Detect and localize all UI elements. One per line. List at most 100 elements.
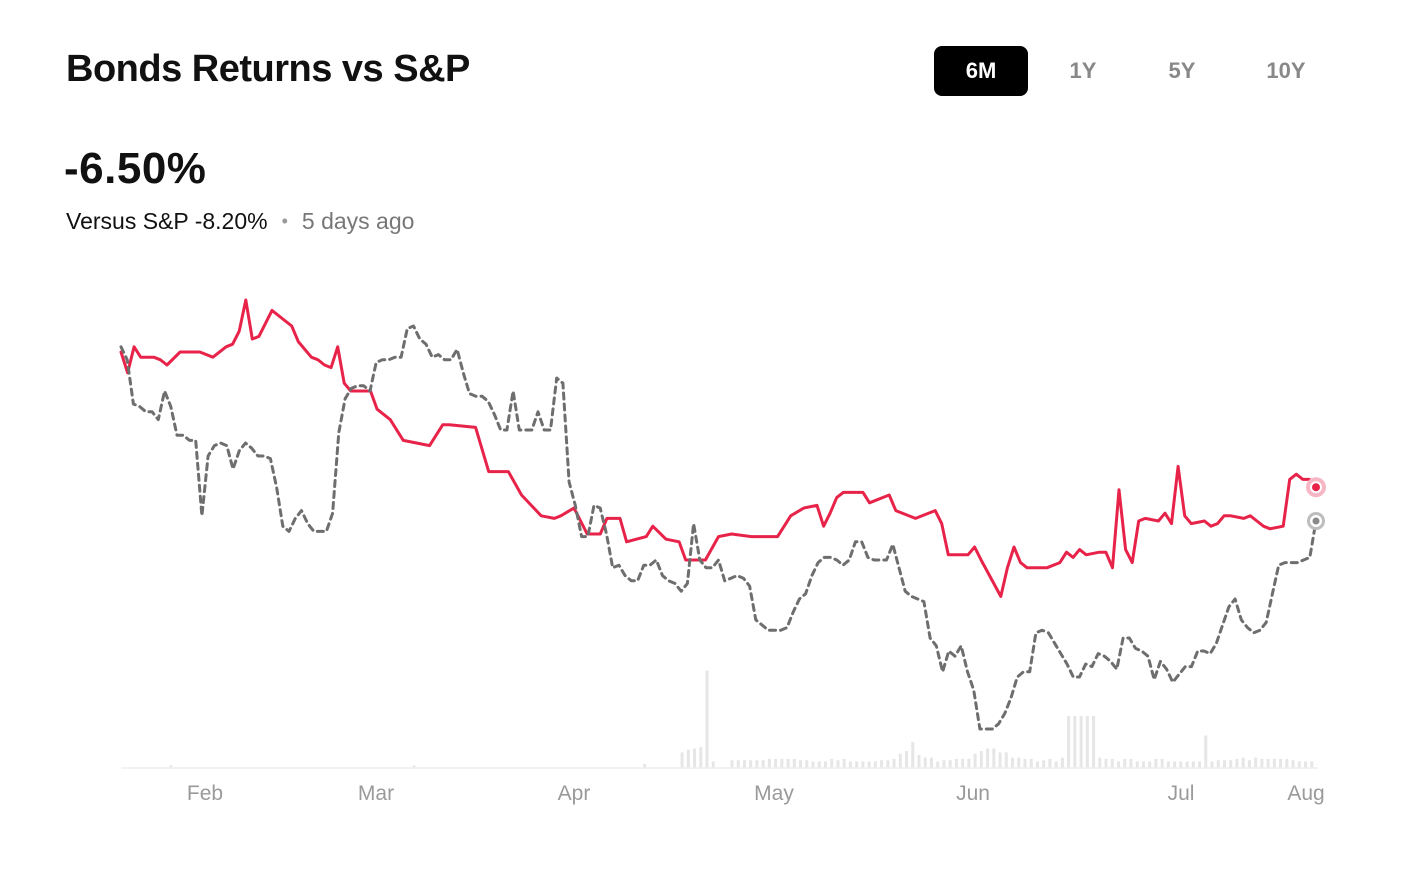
volume-bar (730, 760, 734, 768)
volume-bar (986, 748, 990, 768)
volume-bar (1141, 761, 1145, 768)
volume-bar (817, 761, 821, 768)
volume-bar (736, 760, 740, 768)
volume-bar (1235, 758, 1239, 768)
volume-bar (792, 758, 796, 768)
volume-bar (917, 755, 921, 768)
x-tick-label: Apr (558, 782, 591, 805)
volume-bar (867, 761, 871, 768)
sp-end-marker (1307, 512, 1325, 530)
volume-bar (680, 752, 684, 768)
end-markers (1306, 477, 1326, 530)
volume-bar (848, 761, 852, 768)
volume-bar (979, 751, 983, 768)
updated-time: 5 days ago (301, 208, 415, 234)
separator-dot: • (281, 211, 288, 231)
volume-bar (1154, 758, 1158, 768)
volume-bar (992, 748, 996, 768)
volume-bar (1035, 761, 1039, 768)
volume-bar (1310, 761, 1314, 768)
volume-bar (880, 760, 884, 768)
x-tick-label: Mar (358, 782, 394, 805)
volume-bar (1241, 757, 1245, 768)
volume-bar (961, 758, 965, 768)
volume-bar (1098, 757, 1102, 768)
volume-bar (1054, 761, 1058, 768)
volume-bar (954, 758, 958, 768)
volume-bar (898, 753, 902, 768)
tab-1y[interactable]: 1Y (1028, 46, 1138, 96)
x-axis-ticks: Feb Mar Apr May Jun Jul Aug (187, 782, 1325, 805)
volume-bar (1272, 758, 1276, 768)
volume-bar (1092, 716, 1096, 768)
volume-bar (1123, 758, 1127, 768)
volume-bar (1222, 760, 1226, 768)
volume-bar (1004, 752, 1008, 768)
volume-bar (1135, 761, 1139, 768)
volume-bar (1254, 757, 1258, 768)
volume-bar (1017, 757, 1021, 768)
volume-bar (855, 761, 859, 768)
volume-bar (1117, 761, 1120, 768)
volume-bar (905, 751, 909, 768)
volume-bar (1104, 758, 1108, 768)
volume-bar (1173, 761, 1177, 768)
volume-bar (1216, 760, 1220, 768)
volume-bar (1110, 758, 1114, 768)
return-value: -6.50% (64, 144, 207, 193)
volume-bar (1166, 761, 1170, 768)
bonds-line (119, 298, 1318, 598)
volume-bar (749, 760, 753, 768)
volume-bar (1210, 761, 1214, 768)
volume-bar (412, 765, 416, 768)
tab-5y[interactable]: 5Y (1138, 46, 1226, 96)
volume-bar (1011, 757, 1015, 768)
volume-bar (911, 742, 915, 768)
x-tick-label: Jul (1168, 782, 1195, 805)
volume-bar (948, 760, 952, 768)
volume-bar (886, 760, 890, 768)
volume-bar (1291, 760, 1295, 768)
volume-bar (892, 758, 896, 768)
volume-bar (836, 760, 840, 768)
series-lines (119, 298, 1318, 731)
volume-bar (711, 761, 715, 768)
volume-bar (1042, 760, 1046, 768)
volume-bar (686, 749, 690, 768)
volume-bar (643, 764, 647, 768)
volume-bar (967, 758, 971, 768)
bonds-end-marker (1306, 477, 1326, 498)
volume-bar (1198, 761, 1202, 768)
volume-bar (1297, 761, 1301, 768)
volume-bar (799, 760, 803, 768)
volume-bar (1079, 716, 1083, 768)
volume-bar (1191, 761, 1195, 768)
tab-10y[interactable]: 10Y (1226, 46, 1346, 96)
volume-bar (923, 757, 927, 768)
volume-bar (842, 758, 846, 768)
volume-bar (973, 753, 977, 768)
volume-bar (1204, 735, 1208, 768)
volume-bar (767, 758, 771, 768)
volume-bar (1129, 758, 1133, 768)
tab-6m[interactable]: 6M (934, 46, 1028, 96)
volume-bar (780, 758, 784, 768)
volume-bar (1185, 761, 1189, 768)
volume-bar (699, 747, 703, 768)
volume-bar (929, 757, 933, 768)
volume-bars (169, 670, 1314, 768)
volume-bar (1285, 758, 1289, 768)
x-tick-label: Aug (1287, 782, 1324, 805)
comparison-line: Versus S&P -8.20% • 5 days ago (66, 208, 414, 235)
versus-text: Versus S&P -8.20% (66, 208, 268, 234)
volume-bar (1247, 760, 1251, 768)
volume-bar (823, 761, 827, 768)
volume-bar (1266, 758, 1270, 768)
x-tick-label: Feb (187, 782, 223, 805)
volume-bar (861, 761, 865, 768)
volume-bar (1160, 758, 1164, 768)
volume-bar (1060, 757, 1064, 768)
x-tick-label: Jun (956, 782, 990, 805)
volume-bar (830, 758, 834, 768)
